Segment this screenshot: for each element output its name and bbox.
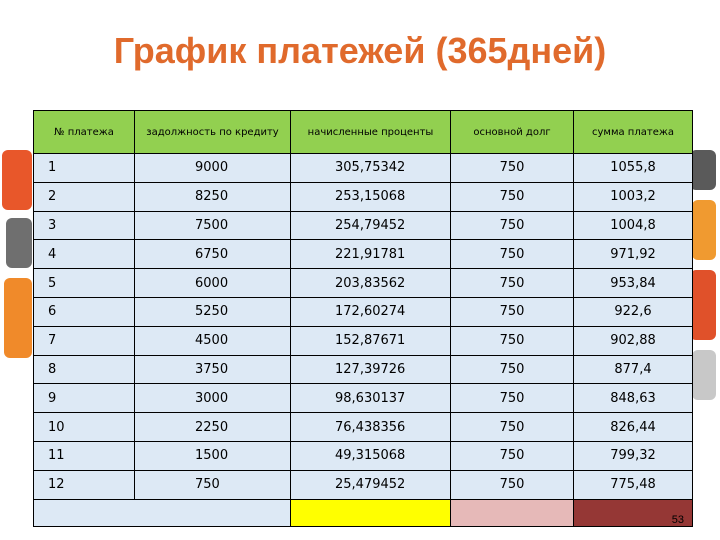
table-row: 11 1500 49,315068 750 799,32: [33, 440, 693, 471]
table-row: 9 3000 98,630137 750 848,63: [33, 383, 693, 414]
cell-debt: 8250: [134, 181, 291, 212]
cell-principal: 750: [450, 325, 574, 356]
cell-payment-sum: 799,32: [573, 440, 693, 471]
cell-debt: 6000: [134, 268, 291, 298]
cell-principal: 750: [450, 181, 574, 212]
cell-payment-sum: 922,6: [573, 296, 693, 327]
slide-title: График платежей (365дней): [113, 30, 607, 71]
cell-principal: 750: [450, 440, 574, 471]
cell-principal: 750: [450, 210, 574, 241]
decorative-puzzle-piece: [6, 218, 32, 268]
cell-interest: 253,15068: [290, 181, 451, 212]
cell-debt: 6750: [134, 239, 291, 270]
footer-cell-pink: [450, 498, 574, 527]
cell-debt: 3750: [134, 354, 291, 385]
cell-interest: 152,87671: [290, 325, 451, 356]
cell-payment-number: 3: [33, 210, 135, 241]
cell-interest: 172,60274: [290, 296, 451, 327]
cell-principal: 750: [450, 412, 574, 442]
cell-interest: 98,630137: [290, 383, 451, 414]
cell-payment-sum: 848,63: [573, 383, 693, 414]
footer-cell-dark: 53: [573, 498, 693, 527]
cell-payment-number: 12: [33, 469, 135, 500]
table-row: 3 7500 254,79452 750 1004,8: [33, 210, 693, 241]
cell-payment-number: 4: [33, 239, 135, 270]
cell-payment-sum: 971,92: [573, 239, 693, 270]
decorative-puzzle-piece: [692, 350, 716, 400]
cell-payment-number: 6: [33, 296, 135, 327]
table-row: 1 9000 305,75342 750 1055,8: [33, 153, 693, 183]
footer-cell-blank: [33, 498, 291, 527]
cell-interest: 305,75342: [290, 153, 451, 183]
cell-payment-number: 8: [33, 354, 135, 385]
table-row: 4 6750 221,91781 750 971,92: [33, 239, 693, 270]
cell-debt: 4500: [134, 325, 291, 356]
cell-debt: 1500: [134, 440, 291, 471]
cell-interest: 221,91781: [290, 239, 451, 270]
cell-payment-sum: 775,48: [573, 469, 693, 500]
cell-payment-sum: 877,4: [573, 354, 693, 385]
decorative-puzzle-piece: [2, 150, 32, 210]
cell-debt: 5250: [134, 296, 291, 327]
table-row: 8 3750 127,39726 750 877,4: [33, 354, 693, 385]
header-payment-sum: сумма платежа: [573, 110, 693, 154]
cell-payment-number: 2: [33, 181, 135, 212]
cell-debt: 750: [134, 469, 291, 500]
cell-interest: 76,438356: [290, 412, 451, 442]
cell-principal: 750: [450, 268, 574, 298]
cell-interest: 254,79452: [290, 210, 451, 241]
table-row: 6 5250 172,60274 750 922,6: [33, 296, 693, 327]
cell-payment-sum: 902,88: [573, 325, 693, 356]
cell-payment-number: 5: [33, 268, 135, 298]
cell-payment-number: 9: [33, 383, 135, 414]
table-row: 5 6000 203,83562 750 953,84: [33, 268, 693, 298]
cell-debt: 9000: [134, 153, 291, 183]
decorative-puzzle-piece: [690, 150, 716, 190]
cell-payment-number: 11: [33, 440, 135, 471]
cell-debt: 2250: [134, 412, 291, 442]
cell-interest: 49,315068: [290, 440, 451, 471]
cell-interest: 203,83562: [290, 268, 451, 298]
payment-schedule-table: № платежа задолжность по кредиту начисле…: [33, 110, 693, 527]
cell-debt: 3000: [134, 383, 291, 414]
cell-principal: 750: [450, 469, 574, 500]
cell-debt: 7500: [134, 210, 291, 241]
cell-payment-sum: 1004,8: [573, 210, 693, 241]
cell-payment-number: 1: [33, 153, 135, 183]
table-header-row: № платежа задолжность по кредиту начисле…: [33, 110, 693, 154]
cell-principal: 750: [450, 383, 574, 414]
header-debt: задолжность по кредиту: [134, 110, 291, 154]
cell-principal: 750: [450, 153, 574, 183]
header-interest: начисленные проценты: [290, 110, 451, 154]
table-footer-row: 53: [33, 498, 693, 527]
table-row: 10 2250 76,438356 750 826,44: [33, 412, 693, 442]
decorative-puzzle-piece: [690, 270, 716, 340]
header-principal: основной долг: [450, 110, 574, 154]
cell-payment-sum: 953,84: [573, 268, 693, 298]
cell-principal: 750: [450, 239, 574, 270]
cell-interest: 25,479452: [290, 469, 451, 500]
cell-payment-sum: 1055,8: [573, 153, 693, 183]
table-row: 2 8250 253,15068 750 1003,2: [33, 181, 693, 212]
table-row: 7 4500 152,87671 750 902,88: [33, 325, 693, 356]
cell-payment-sum: 1003,2: [573, 181, 693, 212]
table-row: 12 750 25,479452 750 775,48: [33, 469, 693, 500]
footer-cell-yellow: [290, 498, 451, 527]
cell-payment-number: 7: [33, 325, 135, 356]
cell-payment-sum: 826,44: [573, 412, 693, 442]
decorative-puzzle-piece: [4, 278, 32, 358]
cell-principal: 750: [450, 354, 574, 385]
page-number: 53: [671, 513, 684, 526]
decorative-puzzle-piece: [692, 200, 716, 260]
cell-interest: 127,39726: [290, 354, 451, 385]
cell-principal: 750: [450, 296, 574, 327]
cell-payment-number: 10: [33, 412, 135, 442]
header-payment-number: № платежа: [33, 110, 135, 154]
